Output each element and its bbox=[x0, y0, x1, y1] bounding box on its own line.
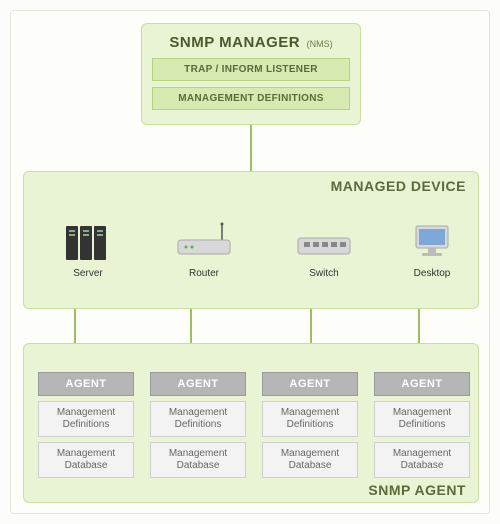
agent-header: AGENT bbox=[374, 372, 470, 396]
desktop-icon bbox=[392, 220, 472, 264]
snmp-agent-title: SNMP AGENT bbox=[368, 482, 466, 498]
mgmt-definitions-row: MANAGEMENT DEFINITIONS bbox=[152, 87, 350, 110]
agent-database-cell: Management Database bbox=[150, 442, 246, 478]
agent-column: AGENT Management Definitions Management … bbox=[374, 372, 470, 483]
snmp-agent-panel: AGENT Management Definitions Management … bbox=[23, 343, 479, 503]
manager-title-row: SNMP MANAGER (NMS) bbox=[142, 34, 360, 52]
device-server: Server bbox=[48, 220, 128, 279]
agent-header: AGENT bbox=[262, 372, 358, 396]
snmp-manager-box: SNMP MANAGER (NMS) TRAP / INFORM LISTENE… bbox=[141, 23, 361, 125]
trap-listener-row: TRAP / INFORM LISTENER bbox=[152, 58, 350, 81]
agent-column: AGENT Management Definitions Management … bbox=[150, 372, 246, 483]
agent-definitions-cell: Management Definitions bbox=[374, 401, 470, 437]
agent-header: AGENT bbox=[150, 372, 246, 396]
manager-subtitle: (NMS) bbox=[307, 39, 333, 49]
agent-column: AGENT Management Definitions Management … bbox=[262, 372, 358, 483]
diagram-canvas: SNMP MANAGER (NMS) TRAP / INFORM LISTENE… bbox=[10, 10, 490, 514]
agent-database-cell: Management Database bbox=[38, 442, 134, 478]
router-icon bbox=[164, 220, 244, 264]
switch-icon bbox=[284, 220, 364, 264]
agent-definitions-cell: Management Definitions bbox=[262, 401, 358, 437]
agent-definitions-cell: Management Definitions bbox=[150, 401, 246, 437]
device-label: Switch bbox=[284, 268, 364, 279]
agent-database-cell: Management Database bbox=[374, 442, 470, 478]
managed-device-panel: MANAGED DEVICE Server bbox=[23, 171, 479, 309]
device-router: Router bbox=[164, 220, 244, 279]
agent-definitions-cell: Management Definitions bbox=[38, 401, 134, 437]
agent-column: AGENT Management Definitions Management … bbox=[38, 372, 134, 483]
agent-database-cell: Management Database bbox=[262, 442, 358, 478]
device-label: Desktop bbox=[392, 268, 472, 279]
server-icon bbox=[48, 220, 128, 264]
device-label: Router bbox=[164, 268, 244, 279]
agent-header: AGENT bbox=[38, 372, 134, 396]
device-desktop: Desktop bbox=[392, 220, 472, 279]
device-switch: Switch bbox=[284, 220, 364, 279]
manager-title: SNMP MANAGER bbox=[169, 34, 300, 51]
managed-device-title: MANAGED DEVICE bbox=[331, 178, 466, 194]
device-label: Server bbox=[48, 268, 128, 279]
